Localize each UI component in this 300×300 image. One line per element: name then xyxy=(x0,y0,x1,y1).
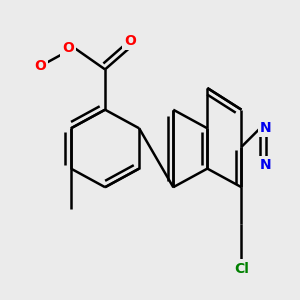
Text: N: N xyxy=(260,158,272,172)
Text: O: O xyxy=(62,41,74,55)
Text: N: N xyxy=(260,121,272,135)
Text: O: O xyxy=(124,34,136,48)
Text: O: O xyxy=(34,59,46,73)
Text: Cl: Cl xyxy=(234,262,249,276)
